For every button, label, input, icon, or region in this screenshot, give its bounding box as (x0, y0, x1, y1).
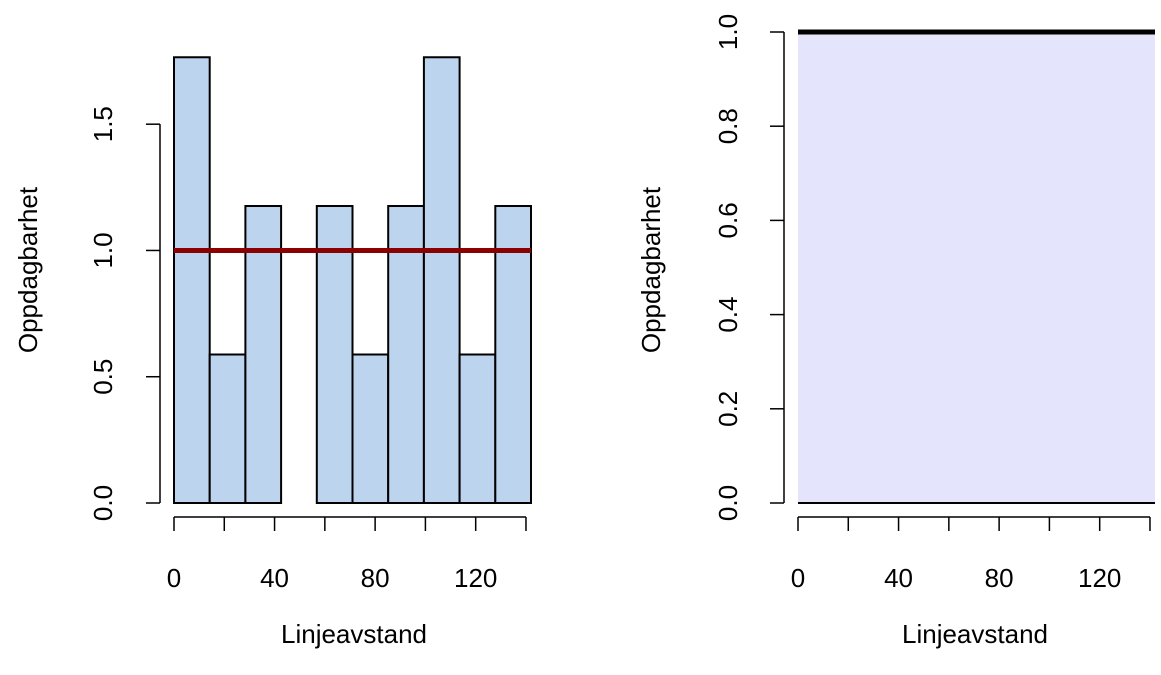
left-histogram-panel: 0.0 0.5 1.0 1.5 0 40 80 120 Linjeavstand Oppdagba… (13, 56, 532, 649)
y-tick-label: 1.5 (88, 106, 118, 142)
y-tick-label: 0.0 (713, 485, 743, 521)
y-tick-label: 0.0 (88, 485, 118, 521)
histogram-bar (422, 56, 461, 504)
histogram-bar (208, 353, 247, 505)
y-axis-title: Oppdagbarhet (636, 186, 666, 353)
x-tick-label: 0 (167, 563, 181, 593)
y-tick-label: 0.5 (88, 359, 118, 395)
histogram-bar (387, 205, 425, 504)
histogram-bar (173, 56, 211, 504)
y-axis-title: Oppdagbarhet (13, 186, 43, 353)
x-tick-label: 80 (361, 563, 390, 593)
y-tick-label: 1.0 (88, 232, 118, 268)
x-tick-label: 40 (884, 563, 913, 593)
y-tick-label: 0.2 (713, 391, 743, 427)
right-detection-function-panel: 0.0 0.2 0.4 0.6 0.8 1.0 0 40 80 120 Linjeavstand Op… (636, 14, 1155, 649)
x-tick-label: 120 (1078, 563, 1121, 593)
y-tick-label: 0.6 (713, 202, 743, 238)
x-tick-label: 40 (260, 563, 289, 593)
x-tick-label: 0 (791, 563, 805, 593)
histogram-bar (244, 205, 283, 504)
histogram-bar (315, 205, 354, 504)
y-tick-label: 0.4 (713, 297, 743, 333)
histogram-bar (494, 205, 532, 504)
detection-area (798, 32, 1155, 503)
y-tick-label: 1.0 (713, 14, 743, 50)
x-tick-label: 120 (454, 563, 497, 593)
x-tick-label: 80 (985, 563, 1014, 593)
x-axis-title: Linjeavstand (902, 619, 1048, 649)
histogram-bar (458, 353, 497, 505)
histogram-bar (351, 353, 390, 505)
y-tick-label: 0.8 (713, 108, 743, 144)
x-axis-title: Linjeavstand (281, 619, 427, 649)
